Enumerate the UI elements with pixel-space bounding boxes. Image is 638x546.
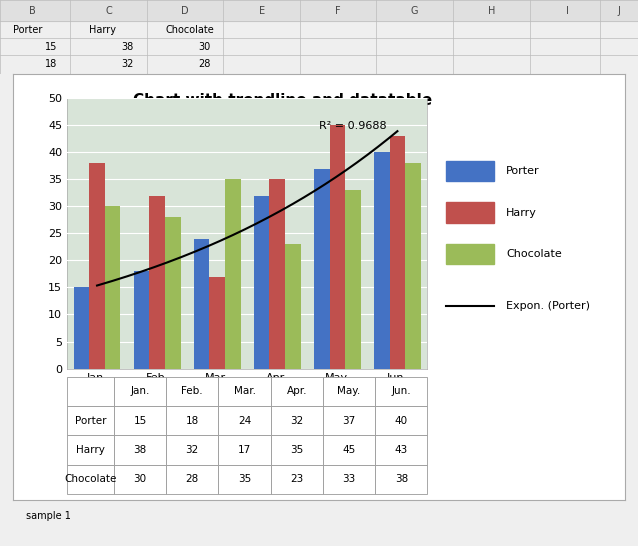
Bar bbox=[105, 206, 121, 369]
Bar bbox=[269, 179, 285, 369]
Text: Apr.: Apr. bbox=[286, 387, 307, 396]
Text: 24: 24 bbox=[238, 416, 251, 426]
Text: May.: May. bbox=[338, 387, 360, 396]
Text: 33: 33 bbox=[343, 474, 355, 484]
Text: J: J bbox=[618, 6, 620, 16]
Bar bbox=[254, 195, 269, 369]
Bar bbox=[165, 217, 181, 369]
Text: E: E bbox=[258, 6, 265, 16]
Bar bbox=[271, 377, 323, 406]
Text: 32: 32 bbox=[186, 445, 199, 455]
Text: Jun.: Jun. bbox=[392, 387, 411, 396]
Bar bbox=[271, 406, 323, 436]
Text: Chocolate: Chocolate bbox=[166, 25, 214, 35]
Bar bbox=[218, 465, 271, 494]
Text: 35: 35 bbox=[290, 445, 304, 455]
Text: 35: 35 bbox=[238, 474, 251, 484]
Bar bbox=[271, 436, 323, 465]
Bar bbox=[114, 377, 166, 406]
Text: Harry: Harry bbox=[89, 25, 116, 35]
Text: 28: 28 bbox=[186, 474, 199, 484]
Text: C: C bbox=[105, 6, 112, 16]
Text: 38: 38 bbox=[122, 42, 134, 52]
Text: Harry: Harry bbox=[76, 445, 105, 455]
Bar bbox=[330, 126, 345, 369]
Bar bbox=[405, 163, 421, 369]
Text: Harry: Harry bbox=[506, 207, 537, 218]
Bar bbox=[114, 436, 166, 465]
Bar bbox=[67, 465, 114, 494]
Bar bbox=[285, 244, 300, 369]
Text: 38: 38 bbox=[133, 445, 147, 455]
Bar bbox=[67, 406, 114, 436]
Text: F: F bbox=[336, 6, 341, 16]
Bar bbox=[375, 377, 427, 406]
Text: I: I bbox=[567, 6, 569, 16]
Bar bbox=[114, 465, 166, 494]
Bar bbox=[166, 377, 218, 406]
Bar bbox=[323, 465, 375, 494]
Text: 38: 38 bbox=[395, 474, 408, 484]
Text: sample 1: sample 1 bbox=[26, 511, 70, 521]
Text: 17: 17 bbox=[238, 445, 251, 455]
Text: Porter: Porter bbox=[13, 25, 42, 35]
Text: 40: 40 bbox=[395, 416, 408, 426]
Bar bbox=[114, 406, 166, 436]
Bar bbox=[73, 287, 89, 369]
Text: Chocolate: Chocolate bbox=[506, 249, 561, 259]
Bar bbox=[89, 163, 105, 369]
Text: 45: 45 bbox=[343, 445, 355, 455]
Text: D: D bbox=[181, 6, 189, 16]
Text: Mar.: Mar. bbox=[234, 387, 256, 396]
Bar bbox=[323, 436, 375, 465]
Bar bbox=[166, 436, 218, 465]
Text: B: B bbox=[29, 6, 35, 16]
Text: Feb.: Feb. bbox=[181, 387, 203, 396]
Bar bbox=[166, 406, 218, 436]
Text: Porter: Porter bbox=[506, 166, 540, 176]
Text: 18: 18 bbox=[45, 59, 57, 69]
Bar bbox=[218, 377, 271, 406]
Text: 18: 18 bbox=[186, 416, 199, 426]
Bar bbox=[67, 377, 114, 406]
Bar bbox=[390, 136, 405, 369]
Text: Porter: Porter bbox=[75, 416, 106, 426]
Bar bbox=[225, 179, 241, 369]
Text: 37: 37 bbox=[343, 416, 355, 426]
Bar bbox=[149, 195, 165, 369]
Text: Expon. (Porter): Expon. (Porter) bbox=[506, 301, 590, 311]
Bar bbox=[67, 436, 114, 465]
Text: 30: 30 bbox=[133, 474, 147, 484]
Bar bbox=[271, 465, 323, 494]
Bar bbox=[375, 465, 427, 494]
Bar bbox=[323, 406, 375, 436]
Bar bbox=[134, 271, 149, 369]
Bar bbox=[374, 152, 390, 369]
Text: Chocolate: Chocolate bbox=[64, 474, 117, 484]
Text: 32: 32 bbox=[290, 416, 304, 426]
Text: 23: 23 bbox=[290, 474, 304, 484]
Text: 30: 30 bbox=[198, 42, 211, 52]
Text: 15: 15 bbox=[45, 42, 57, 52]
Bar bbox=[166, 465, 218, 494]
Bar bbox=[323, 377, 375, 406]
Bar bbox=[345, 190, 360, 369]
Text: G: G bbox=[411, 6, 419, 16]
Text: 43: 43 bbox=[395, 445, 408, 455]
Text: Chart with trendline and datatable: Chart with trendline and datatable bbox=[133, 93, 432, 108]
Text: 32: 32 bbox=[122, 59, 134, 69]
Text: H: H bbox=[487, 6, 495, 16]
Bar bbox=[218, 436, 271, 465]
Text: R² = 0.9688: R² = 0.9688 bbox=[319, 121, 387, 131]
Bar bbox=[314, 169, 330, 369]
Bar bbox=[375, 436, 427, 465]
Text: 15: 15 bbox=[133, 416, 147, 426]
Bar bbox=[218, 406, 271, 436]
Bar bbox=[194, 239, 209, 369]
Text: 28: 28 bbox=[198, 59, 211, 69]
Bar bbox=[0, 0, 638, 21]
Bar bbox=[209, 277, 225, 369]
Bar bbox=[375, 406, 427, 436]
Text: Jan.: Jan. bbox=[130, 387, 150, 396]
